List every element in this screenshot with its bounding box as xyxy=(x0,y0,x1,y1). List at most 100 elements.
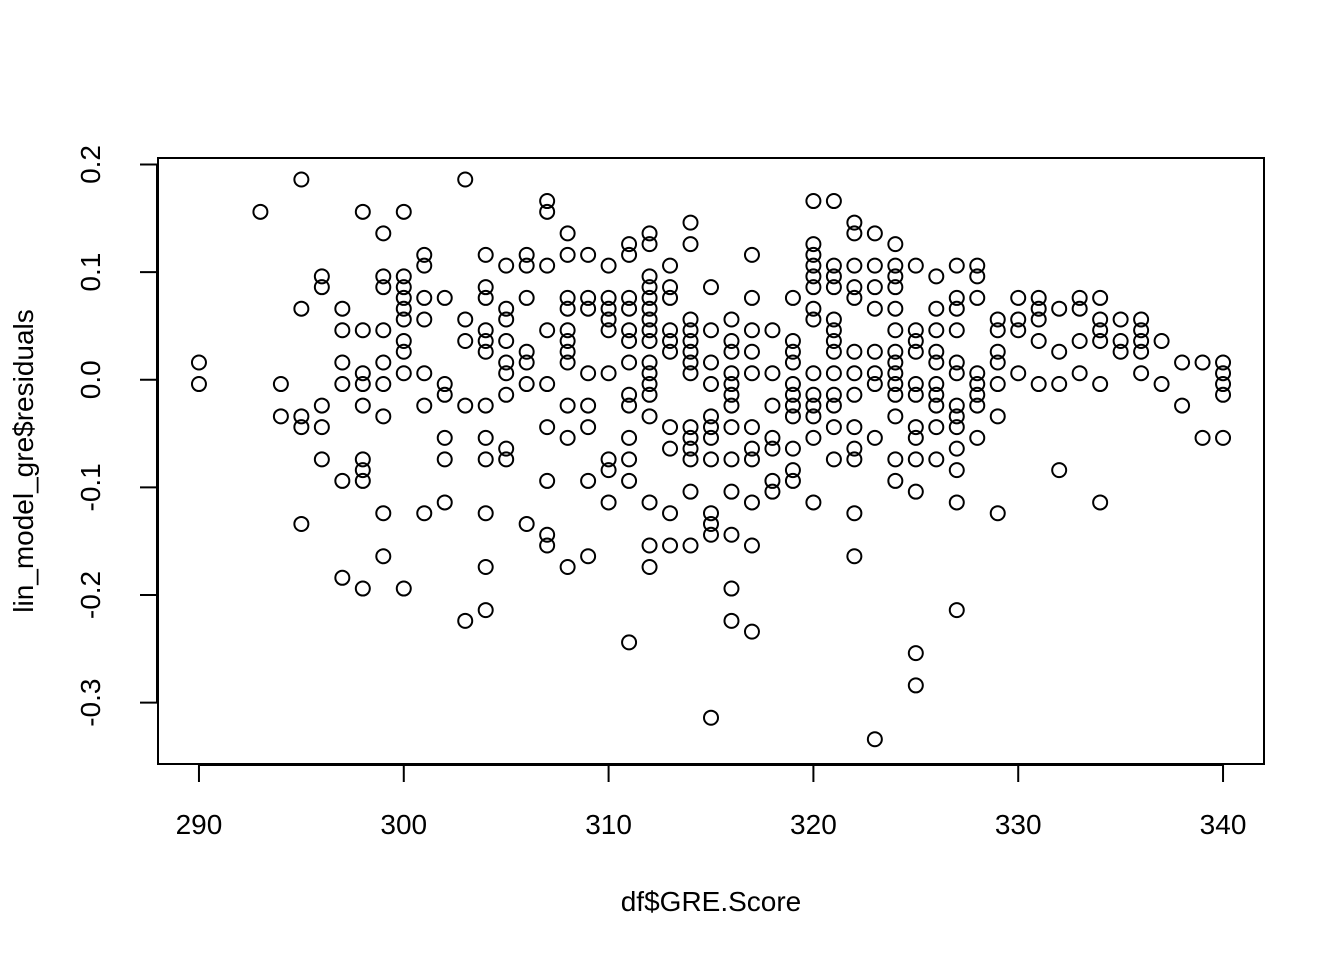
data-point xyxy=(313,397,330,414)
x-tick-label: 320 xyxy=(790,809,837,840)
data-point xyxy=(825,257,842,274)
data-point xyxy=(477,246,494,263)
data-point xyxy=(805,408,822,425)
data-point xyxy=(866,279,883,296)
data-point xyxy=(948,440,965,457)
data-point xyxy=(784,408,801,425)
data-point xyxy=(948,289,965,306)
data-point xyxy=(1092,311,1109,328)
data-point xyxy=(784,343,801,360)
data-point xyxy=(948,602,965,619)
data-point xyxy=(846,386,863,403)
data-point xyxy=(539,322,556,339)
data-point xyxy=(928,376,945,393)
data-point xyxy=(436,386,453,403)
data-point xyxy=(539,526,556,543)
data-point xyxy=(805,246,822,263)
data-point xyxy=(989,322,1006,339)
data-point xyxy=(989,408,1006,425)
data-point xyxy=(416,246,433,263)
data-point xyxy=(621,354,638,371)
data-point xyxy=(395,311,412,328)
data-point xyxy=(948,397,965,414)
data-point xyxy=(334,472,351,489)
data-point xyxy=(621,451,638,468)
data-point xyxy=(948,300,965,317)
data-point xyxy=(1215,365,1232,382)
data-point xyxy=(580,365,597,382)
data-point xyxy=(866,343,883,360)
data-point xyxy=(559,246,576,263)
data-point xyxy=(498,332,515,349)
data-point xyxy=(682,332,699,349)
data-point xyxy=(846,365,863,382)
data-point xyxy=(703,419,719,436)
data-point xyxy=(641,300,658,317)
data-point xyxy=(539,203,556,220)
data-point xyxy=(784,289,801,306)
data-point xyxy=(518,289,535,306)
y-axis: -0.3 -0.2 -0.1 0.0 0.1 0.2 xyxy=(75,145,158,727)
data-point xyxy=(580,548,597,565)
data-point xyxy=(989,343,1006,360)
data-point xyxy=(948,257,965,274)
data-point xyxy=(641,354,658,371)
data-point xyxy=(825,397,842,414)
data-point xyxy=(928,386,945,403)
data-point xyxy=(395,300,412,317)
data-point xyxy=(375,376,392,393)
data-point xyxy=(641,322,658,339)
data-point xyxy=(354,322,371,339)
data-point xyxy=(784,386,801,403)
data-point xyxy=(682,311,699,328)
data-point xyxy=(662,343,679,360)
data-point xyxy=(907,343,924,360)
data-point xyxy=(395,332,412,349)
data-point xyxy=(1133,365,1150,382)
data-point xyxy=(1215,429,1232,446)
data-point xyxy=(518,354,535,371)
data-point xyxy=(477,451,494,468)
data-point xyxy=(559,300,576,317)
data-point xyxy=(846,343,863,360)
data-point xyxy=(907,376,924,393)
data-point xyxy=(1071,300,1088,317)
data-point xyxy=(436,451,453,468)
data-point xyxy=(907,257,924,274)
data-point xyxy=(969,386,986,403)
data-point xyxy=(825,365,842,382)
data-point xyxy=(395,268,412,285)
data-point xyxy=(1112,311,1129,328)
data-point xyxy=(907,429,924,446)
data-point xyxy=(375,322,392,339)
data-point xyxy=(621,300,638,317)
data-point xyxy=(1215,386,1232,403)
data-point xyxy=(662,537,679,554)
data-point xyxy=(682,365,699,382)
data-point xyxy=(559,289,576,306)
data-point xyxy=(436,289,453,306)
data-point xyxy=(518,257,535,274)
data-point xyxy=(375,408,392,425)
data-point xyxy=(375,505,392,522)
data-point xyxy=(375,279,392,296)
data-point xyxy=(539,537,556,554)
points-layer xyxy=(190,171,1232,748)
data-point xyxy=(477,429,494,446)
data-point xyxy=(825,322,842,339)
y-tick-label: 0.2 xyxy=(75,145,106,184)
data-point xyxy=(498,257,515,274)
data-point xyxy=(989,354,1006,371)
data-point xyxy=(190,354,207,371)
data-point xyxy=(846,214,863,231)
data-point xyxy=(293,171,310,188)
data-point xyxy=(784,462,801,479)
data-point xyxy=(723,419,740,436)
data-point xyxy=(293,419,310,436)
data-point xyxy=(846,548,863,565)
data-point xyxy=(416,365,433,382)
data-point xyxy=(825,451,842,468)
data-point xyxy=(887,236,904,253)
data-point xyxy=(743,365,760,382)
data-point xyxy=(621,429,638,446)
